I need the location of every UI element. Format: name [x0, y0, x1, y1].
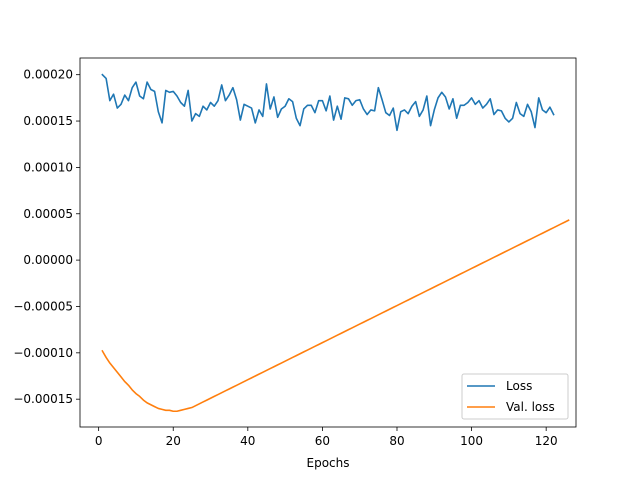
x-tick-label: 80 [389, 434, 404, 448]
y-tick-label: 0.00020 [23, 68, 73, 82]
series-layer [101, 73, 570, 413]
y-tick-label: −0.00015 [13, 392, 73, 406]
series-line-loss [101, 73, 555, 132]
x-tick-label: 40 [240, 434, 255, 448]
x-tick-label: 100 [460, 434, 483, 448]
x-tick-label: 60 [315, 434, 330, 448]
y-axis-ticks: −0.00015 −0.00010 −0.00005 0.00000 0.00005 0.… [13, 68, 80, 406]
y-tick-label: 0.00010 [23, 160, 73, 174]
axes-background [80, 58, 576, 427]
x-tick-label: 20 [166, 434, 181, 448]
plot-area [80, 58, 576, 427]
legend-label-loss: Loss [506, 379, 532, 393]
series-line-val-loss [101, 219, 570, 413]
x-axis-label: Epochs [307, 456, 350, 470]
x-axis-ticks: 0 20 40 60 80 100 120 [95, 427, 558, 448]
y-tick-label: −0.00005 [13, 299, 73, 313]
axes-frame [79, 57, 577, 428]
x-tick-label: 0 [95, 434, 103, 448]
legend: Loss Val. loss [461, 373, 569, 420]
y-tick-label: −0.00010 [13, 346, 73, 360]
y-tick-label: 0.00000 [23, 253, 73, 267]
legend-label-val-loss: Val. loss [506, 400, 555, 414]
y-tick-label: 0.00005 [23, 207, 73, 221]
y-tick-label: 0.00015 [23, 114, 73, 128]
x-tick-label: 120 [535, 434, 558, 448]
